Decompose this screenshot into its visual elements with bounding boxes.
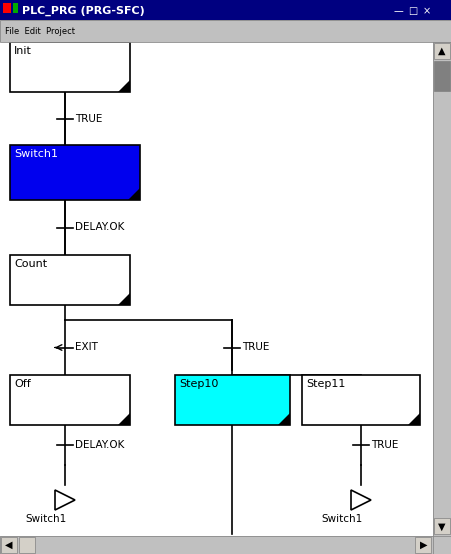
- Text: Switch1: Switch1: [321, 514, 362, 524]
- Text: PLC_PRG (PRG-SFC): PLC_PRG (PRG-SFC): [22, 6, 145, 16]
- Text: File  Edit  Project: File Edit Project: [5, 27, 75, 35]
- Text: —: —: [393, 6, 403, 16]
- Bar: [3, 3, 11, 13]
- Text: Init: Init: [14, 46, 32, 56]
- Text: Switch1: Switch1: [14, 149, 58, 159]
- Bar: [10, 375, 130, 425]
- Bar: [10, 42, 130, 92]
- Text: TRUE: TRUE: [371, 440, 398, 450]
- Text: □: □: [408, 6, 418, 16]
- Text: Off: Off: [14, 379, 31, 389]
- Bar: [434, 43, 450, 59]
- Text: ▲: ▲: [438, 46, 446, 56]
- Text: ▼: ▼: [438, 522, 446, 532]
- Text: Step10: Step10: [179, 379, 218, 389]
- Polygon shape: [408, 413, 420, 425]
- Bar: [1, 537, 17, 553]
- Text: Step11: Step11: [306, 379, 345, 389]
- Text: EXIT: EXIT: [75, 342, 98, 352]
- Polygon shape: [118, 80, 130, 92]
- Polygon shape: [118, 293, 130, 305]
- Text: TRUE: TRUE: [242, 342, 269, 352]
- Bar: [175, 375, 290, 425]
- Text: Count: Count: [14, 259, 47, 269]
- Text: ×: ×: [423, 6, 431, 16]
- Bar: [0, 42, 433, 536]
- Text: TRUE: TRUE: [75, 114, 102, 124]
- Bar: [0, 0, 451, 20]
- Bar: [0, 20, 451, 42]
- Bar: [19, 537, 35, 553]
- Bar: [0, 536, 433, 554]
- Bar: [434, 518, 450, 534]
- Text: ◀: ◀: [5, 540, 13, 550]
- Polygon shape: [128, 188, 140, 200]
- Bar: [433, 42, 451, 536]
- Text: Switch1: Switch1: [25, 514, 66, 524]
- Bar: [415, 537, 431, 553]
- Polygon shape: [278, 413, 290, 425]
- Text: DELAY.OK: DELAY.OK: [75, 440, 124, 450]
- Bar: [434, 61, 450, 91]
- Bar: [302, 375, 420, 425]
- Polygon shape: [118, 413, 130, 425]
- Text: DELAY.OK: DELAY.OK: [75, 223, 124, 233]
- Bar: [10, 145, 140, 200]
- Bar: [10, 255, 130, 305]
- Text: ▶: ▶: [420, 540, 428, 550]
- Bar: [13, 3, 18, 13]
